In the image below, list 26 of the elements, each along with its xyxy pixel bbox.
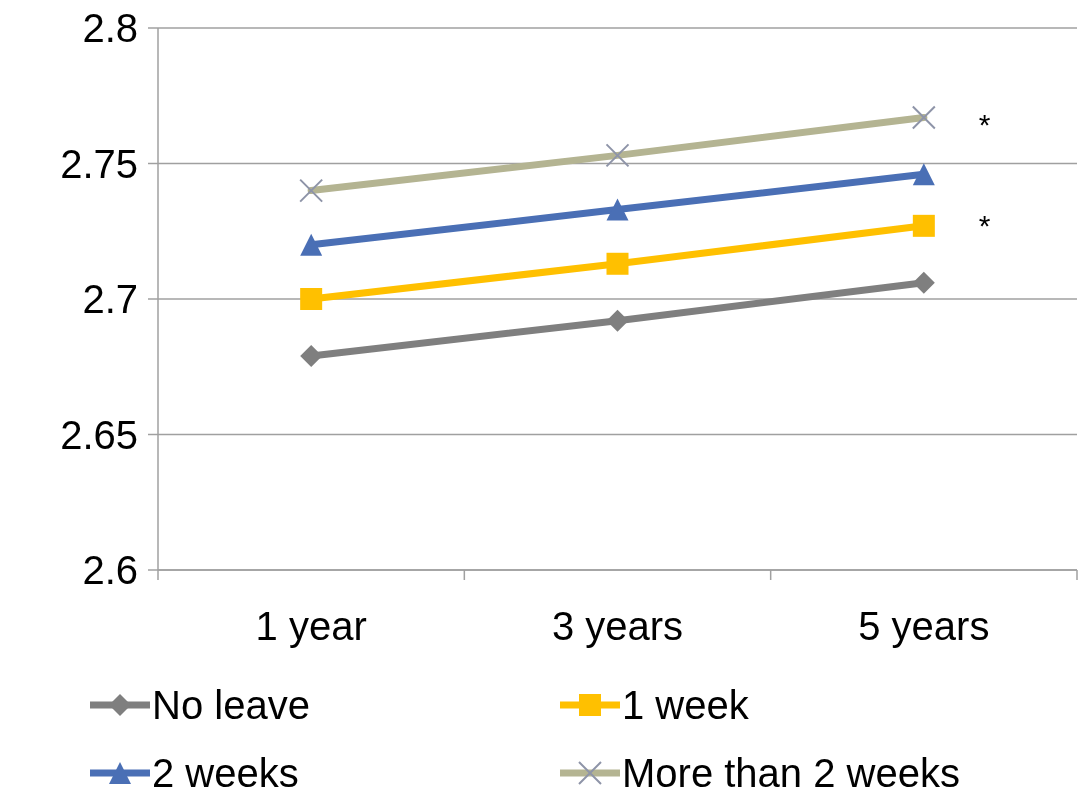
x-tick-label: 1 year <box>255 604 367 648</box>
point <box>299 178 324 203</box>
x-tick-label: 5 years <box>858 604 990 648</box>
point <box>606 198 629 221</box>
point <box>606 309 629 332</box>
legend-label: No leave <box>152 683 310 727</box>
point <box>606 252 629 275</box>
point <box>912 271 935 294</box>
y-tick-label: 2.75 <box>60 141 138 186</box>
point <box>911 105 936 130</box>
x-tick-label: 3 years <box>551 604 684 648</box>
legend-label: More than 2 weeks <box>622 751 960 791</box>
y-tick-label: 2.6 <box>82 548 138 592</box>
point <box>605 143 630 168</box>
y-tick-label: 2.65 <box>60 412 138 457</box>
annotation: * <box>978 208 991 242</box>
point <box>912 163 935 186</box>
legend-label: 1 week <box>622 683 750 727</box>
point <box>912 214 935 237</box>
point <box>300 344 323 367</box>
y-tick-label: 2.8 <box>82 6 138 50</box>
legend-label: 2 weeks <box>152 751 299 791</box>
y-tick-label: 2.7 <box>82 277 138 321</box>
annotation: * <box>978 108 991 142</box>
point <box>300 288 323 310</box>
point <box>300 233 323 256</box>
